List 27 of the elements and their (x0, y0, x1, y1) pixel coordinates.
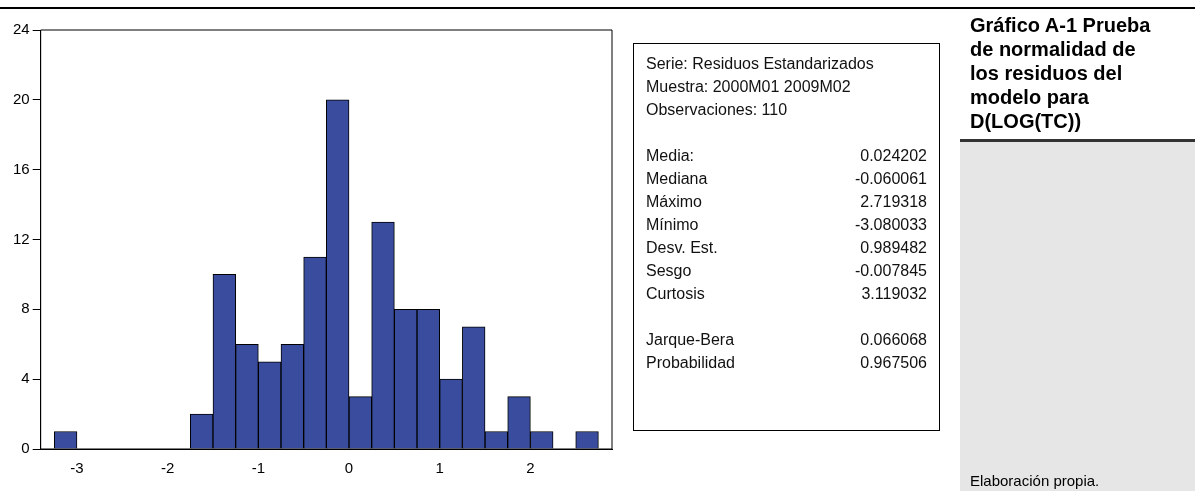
text: Desv. Est. 0.989482 (646, 239, 927, 256)
x-tick-label: 1 (435, 459, 444, 477)
text: Sesgo -0.007845 (646, 262, 927, 279)
y-tick-label: 12 (13, 229, 30, 247)
text: Serie: Residuos Estandarizados (646, 54, 875, 74)
x-tick-label: -1 (251, 459, 265, 477)
text: Gráfico A-1 Prueba de normalidad de los residuos del modelo para D(LOG(TC)) (960, 9, 1195, 142)
x-tick-label: 2 (526, 459, 535, 477)
x-tick-label: 0 (344, 459, 354, 477)
y-tick-label: 16 (13, 159, 30, 177)
y-tick-label: 24 (13, 20, 30, 38)
text: Muestra: 2000M01 2009M02 (646, 77, 852, 97)
text: Elaboración propia. (970, 472, 1100, 489)
y-tick-label: 8 (21, 299, 30, 317)
text: Observaciones: 110 (646, 100, 789, 120)
x-tick-label: -2 (160, 459, 175, 477)
y-tick-label: 4 (21, 369, 30, 387)
text: Curtosis 3.119032 (646, 285, 927, 302)
text: Jarque-Bera 0.066068 (646, 331, 927, 348)
y-tick-label: 0 (21, 439, 30, 457)
text: Mínimo -3.080033 (646, 216, 927, 233)
y-tick-label: 20 (13, 89, 30, 107)
text: Media: 0.024202 (646, 147, 927, 164)
text: Probabilidad 0.967506 (646, 354, 927, 371)
x-tick-label: -3 (70, 459, 84, 477)
text: Máximo 2.719318 (646, 193, 927, 210)
text: Mediana -0.060061 (646, 170, 927, 187)
